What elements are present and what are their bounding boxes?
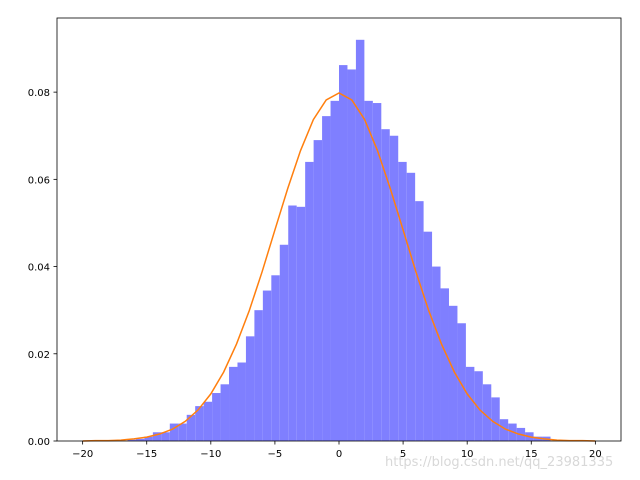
x-tick-label: 5 [400, 449, 406, 460]
histogram-bar [305, 161, 314, 441]
histogram-bar [161, 432, 170, 441]
y-tick-label: 0.02 [28, 350, 50, 361]
y-tick-label: 0.06 [28, 175, 50, 186]
histogram-bar [245, 336, 255, 441]
histogram-bar [152, 432, 162, 441]
histogram-bar [406, 172, 416, 442]
histogram-bar [279, 244, 289, 441]
histogram-bar [499, 419, 509, 441]
x-tick-label: 15 [525, 449, 538, 460]
histogram-bar [372, 103, 382, 442]
histogram-bar [364, 100, 373, 442]
histogram-bar [254, 310, 263, 441]
histogram-bar [457, 323, 466, 441]
histogram-bar [474, 371, 483, 441]
watermark: https://blog.csdn.net/qq_23981335 [385, 455, 613, 470]
density-line [82, 92, 596, 442]
x-tick-label: −5 [268, 449, 283, 460]
y-tick-label: 0.08 [28, 88, 50, 99]
histogram-bar [339, 65, 348, 441]
histogram-bar [381, 129, 390, 441]
histogram-bar [220, 384, 230, 441]
histogram-bar [533, 436, 543, 441]
histogram-bar [229, 366, 238, 441]
x-tick-label: 0 [336, 449, 342, 460]
x-tick-label: 10 [461, 449, 474, 460]
histogram-bar [178, 423, 187, 441]
plot-area [82, 39, 596, 442]
histogram-bar [389, 135, 399, 442]
histogram-bar [482, 384, 492, 441]
histogram-bar [288, 205, 297, 441]
histogram-bar [313, 140, 323, 441]
histogram-bar [415, 201, 424, 441]
x-tick-label: −20 [72, 449, 93, 460]
histogram-bar [262, 290, 272, 441]
histogram-bar [144, 436, 153, 441]
histogram-bar [398, 161, 407, 441]
histogram-bar [491, 397, 500, 441]
histogram-bar [195, 406, 204, 441]
histogram-bar [347, 69, 356, 441]
histogram-bar [212, 393, 221, 441]
histogram-bar [330, 100, 339, 442]
histogram-bar [448, 305, 458, 441]
histogram-bar [135, 438, 145, 441]
y-tick-label: 0.00 [28, 437, 50, 448]
histogram-bar [127, 439, 136, 441]
histogram-bar [440, 288, 449, 441]
histogram-bar [186, 414, 196, 441]
histogram-bar [271, 275, 280, 441]
histogram-bar [355, 39, 365, 441]
histogram-bar [322, 116, 331, 441]
x-tick-label: −15 [136, 449, 157, 460]
y-tick-label: 0.04 [28, 263, 50, 274]
x-tick-label: −10 [200, 449, 221, 460]
histogram-bar [432, 266, 441, 441]
histogram-bar [296, 206, 306, 441]
x-tick-label: 20 [589, 449, 602, 460]
histogram-bar [423, 231, 433, 441]
histogram-bar [169, 423, 179, 441]
histogram-bar [237, 362, 246, 441]
histogram-bar [465, 366, 475, 441]
histogram-bar [203, 401, 213, 441]
